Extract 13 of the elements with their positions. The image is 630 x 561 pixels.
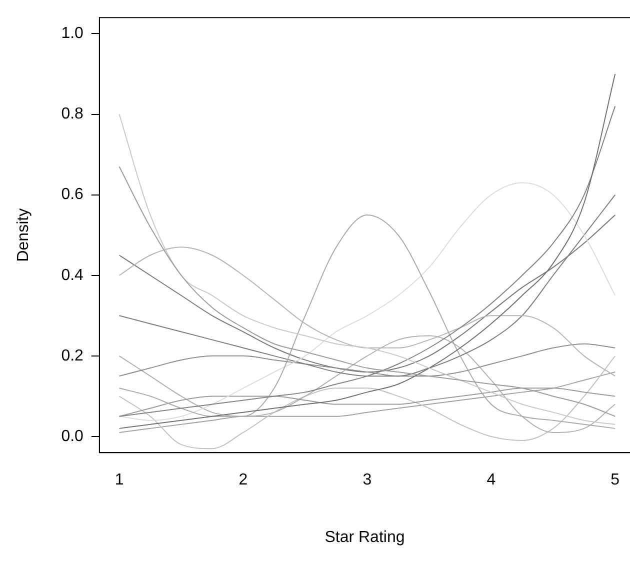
y-axis-title: Density [15,208,32,262]
y-tick-label: 0.6 [61,186,84,204]
x-tick-label: 3 [362,472,372,489]
x-tick-label: 4 [486,472,496,489]
x-axis-title: Star Rating [324,528,405,546]
y-tick-label: 0.4 [61,266,84,284]
x-tick-label: 5 [610,472,620,489]
y-tick-label: 0.8 [61,106,84,123]
y-tick-label: 1.0 [61,25,84,42]
x-tick-label: 2 [238,472,248,489]
y-tick-label: 0.2 [61,347,84,364]
y-tick-label: 0.0 [61,428,84,445]
x-tick-label: 1 [114,472,124,489]
